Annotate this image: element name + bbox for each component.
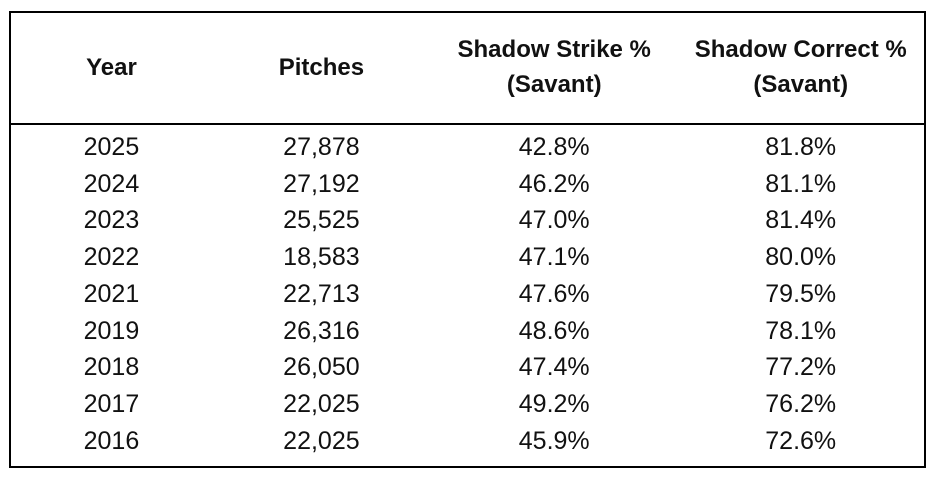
cell-shadow-strike-pct: 47.1%	[518, 243, 590, 272]
cell-pitches: 22,713	[283, 279, 360, 308]
table-row: 2024 27,192 46.2% 81.1%	[11, 170, 924, 199]
cell-pitches: 22,025	[283, 427, 360, 455]
column-header-line1: Shadow Strike %	[457, 36, 651, 64]
cell-year: 2018	[83, 353, 140, 382]
column-header-year: Year	[11, 51, 212, 86]
cell-year: 2019	[83, 316, 140, 345]
cell-shadow-correct-pct: 78.1%	[765, 316, 837, 345]
cell-shadow-correct-pct: 72.6%	[765, 427, 837, 455]
table-row: 2023 25,525 47.0% 81.4%	[11, 206, 924, 235]
table-row: 2016 22,025 45.9% 72.6%	[11, 427, 924, 456]
table-row: 2017 22,025 49.2% 76.2%	[11, 390, 924, 419]
cell-shadow-strike-pct: 46.2%	[518, 169, 590, 198]
cell-shadow-correct-pct: 80.0%	[765, 243, 837, 272]
cell-year: 2017	[83, 390, 140, 419]
table-header-row: Year Pitches Shadow Strike % (Savant) Shadow…	[11, 13, 924, 125]
cell-year: 2016	[83, 427, 140, 455]
cell-year: 2025	[83, 132, 140, 161]
cell-year: 2022	[83, 243, 140, 272]
table-row: 2019 26,316 48.6% 78.1%	[11, 317, 924, 346]
cell-shadow-correct-pct: 76.2%	[765, 390, 837, 419]
cell-year: 2021	[83, 279, 140, 308]
cell-pitches: 27,192	[283, 169, 360, 198]
cell-shadow-strike-pct: 49.2%	[518, 390, 590, 419]
cell-pitches: 27,878	[283, 132, 360, 161]
cell-shadow-strike-pct: 47.0%	[518, 206, 590, 235]
cell-shadow-strike-pct: 42.8%	[518, 132, 590, 161]
cell-pitches: 18,583	[283, 243, 360, 272]
cell-year: 2024	[83, 169, 140, 198]
cell-shadow-strike-pct: 47.6%	[518, 279, 590, 308]
table-body: 2025 27,878 42.8% 81.8% 2024 27,192 46.2% 81.1%…	[11, 125, 924, 466]
column-header-line2: (Savant)	[753, 71, 849, 98]
column-header-line1: Year	[86, 53, 137, 81]
cell-pitches: 26,316	[283, 316, 360, 345]
column-header-pitches: Pitches	[212, 51, 431, 86]
cell-shadow-correct-pct: 79.5%	[765, 279, 837, 308]
cell-shadow-strike-pct: 45.9%	[518, 427, 590, 455]
cell-shadow-correct-pct: 81.4%	[765, 206, 837, 235]
column-header-shadow-strike-pct: Shadow Strike % (Savant)	[431, 33, 678, 103]
cell-year: 2023	[83, 206, 140, 235]
cell-shadow-strike-pct: 48.6%	[518, 316, 590, 345]
shadow-zone-stats-table: Year Pitches Shadow Strike % (Savant) Shadow…	[9, 11, 926, 468]
column-header-line2: (Savant)	[506, 71, 602, 98]
cell-shadow-strike-pct: 47.4%	[518, 353, 590, 382]
column-header-shadow-correct-pct: Shadow Correct % (Savant)	[677, 33, 924, 103]
table-row: 2022 18,583 47.1% 80.0%	[11, 243, 924, 272]
cell-pitches: 25,525	[283, 206, 360, 235]
cell-pitches: 26,050	[283, 353, 360, 382]
column-header-line1: Pitches	[278, 53, 365, 81]
table-row: 2021 22,713 47.6% 79.5%	[11, 280, 924, 309]
column-header-line1: Shadow Correct %	[694, 36, 907, 64]
cell-shadow-correct-pct: 81.8%	[765, 132, 837, 161]
cell-shadow-correct-pct: 77.2%	[765, 353, 837, 382]
table-row: 2018 26,050 47.4% 77.2%	[11, 353, 924, 382]
cell-pitches: 22,025	[283, 390, 360, 419]
cell-shadow-correct-pct: 81.1%	[765, 169, 837, 198]
table-row: 2025 27,878 42.8% 81.8%	[11, 133, 924, 162]
